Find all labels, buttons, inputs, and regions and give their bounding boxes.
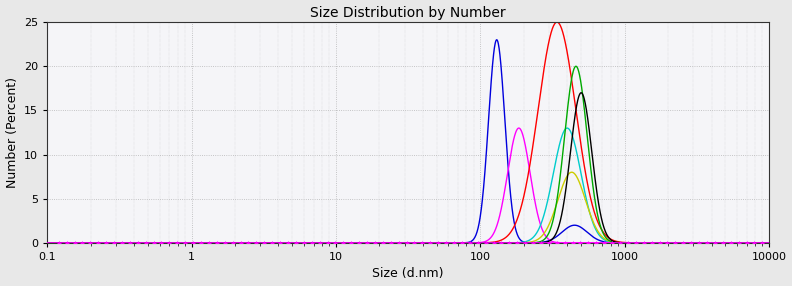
Title: Size Distribution by Number: Size Distribution by Number: [310, 5, 506, 19]
X-axis label: Size (d.nm): Size (d.nm): [372, 267, 444, 281]
Y-axis label: Number (Percent): Number (Percent): [6, 77, 18, 188]
